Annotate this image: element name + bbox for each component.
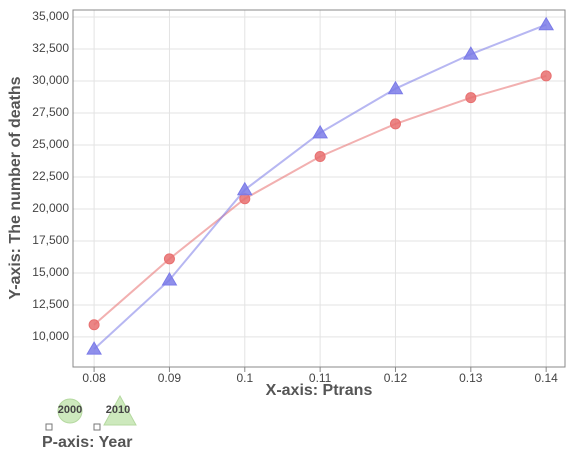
y-tick-label: 12,500 <box>32 297 69 311</box>
x-tick-label: 0.14 <box>534 371 558 385</box>
x-tick-label: 0.11 <box>309 371 332 385</box>
data-point <box>236 181 253 196</box>
y-tick-label: 20,000 <box>32 201 69 215</box>
data-point <box>538 16 555 31</box>
x-axis-title: X-axis: Ptrans <box>266 382 373 399</box>
y-tick-label: 22,500 <box>32 169 69 183</box>
legend-swatch <box>57 398 83 424</box>
data-point <box>387 80 404 95</box>
y-tick-label: 35,000 <box>32 9 69 23</box>
plot-frame <box>72 9 566 368</box>
y-tick-label: 15,000 <box>32 265 69 279</box>
data-point <box>86 341 102 355</box>
x-tick-label: 0.12 <box>384 371 408 385</box>
legend-label: 2010 <box>106 404 130 416</box>
data-point <box>465 92 477 104</box>
y-axis-title: Y-axis: The number of deaths <box>7 76 24 299</box>
data-point <box>540 70 552 82</box>
data-point <box>163 253 175 265</box>
data-point <box>389 118 401 130</box>
legend-label: 2000 <box>58 404 82 416</box>
data-point <box>462 46 479 60</box>
data-point <box>314 151 326 163</box>
legend-title: P-axis: Year <box>42 434 132 451</box>
y-tick-label: 25,000 <box>32 137 69 151</box>
x-tick-label: 0.09 <box>158 371 182 385</box>
data-point <box>312 124 329 139</box>
legend-checkbox[interactable] <box>45 423 53 431</box>
x-tick-label: 0.13 <box>459 371 483 385</box>
y-tick-label: 30,000 <box>32 73 69 87</box>
legend-item[interactable]: 2010 <box>93 394 137 431</box>
y-tick-label: 32,500 <box>32 41 69 55</box>
y-tick-label: 17,500 <box>32 233 69 247</box>
y-tick-label: 27,500 <box>32 105 69 119</box>
x-tick-label: 0.1 <box>236 371 253 385</box>
legend-item[interactable]: 2000 <box>45 398 83 431</box>
legend-checkbox[interactable] <box>93 423 101 431</box>
legend-swatch <box>103 394 137 426</box>
y-tick-label: 10,000 <box>32 329 69 343</box>
data-point <box>161 271 178 286</box>
data-point <box>88 319 100 331</box>
x-tick-label: 0.08 <box>82 371 106 385</box>
